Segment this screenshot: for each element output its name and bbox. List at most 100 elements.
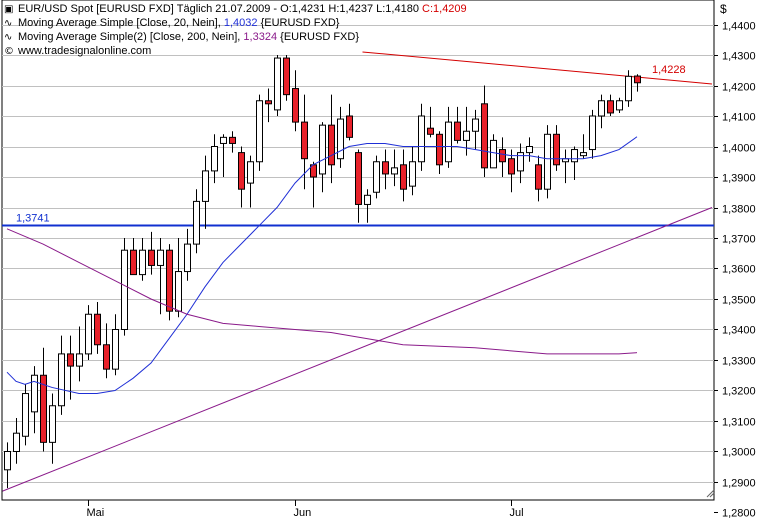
support-trend-line [2, 207, 713, 492]
x-tick-label: Jul [510, 507, 524, 519]
website-label: www.tradesignalonline.com [18, 45, 152, 57]
candle-up [85, 313, 92, 355]
candle-up [472, 118, 479, 132]
candle-up [625, 75, 632, 102]
candle-down [607, 100, 614, 114]
candle-up [256, 100, 263, 163]
candle-down [292, 88, 299, 123]
candle-down [67, 353, 74, 367]
candle-up [337, 118, 344, 160]
candle-down [301, 121, 308, 160]
legend-line-symbol: ▣ EUR/USD Spot [EURUSD FXD] Täglich 21.07… [4, 3, 467, 15]
ma200-ticker: {EURUSD FXD} [280, 31, 359, 43]
y-tick-label: 1,3400 [722, 325, 756, 337]
candle-up [193, 200, 200, 245]
candle-up [391, 167, 398, 175]
legend-period: Täglich [176, 3, 213, 15]
indicator-icon: ∿ [4, 32, 13, 43]
currency-label: $ [720, 2, 727, 16]
candles [4, 55, 641, 489]
candle-down [481, 103, 488, 169]
candle-up [58, 353, 65, 407]
candle-up [544, 133, 551, 190]
y-tick-label: 1,3900 [722, 173, 756, 185]
resize-grip-icon [706, 489, 715, 498]
y-tick-label: 1,3300 [722, 356, 756, 368]
candle-up [76, 353, 83, 367]
candle-up [373, 161, 380, 193]
ma200-label: Moving Average Simple(2) [Close, 200, Ne… [18, 31, 238, 43]
candle-down [328, 124, 335, 166]
overlay-labels: 1,3741 1,4228 [16, 64, 715, 498]
candle-up [202, 170, 209, 202]
ma200-line [6, 228, 638, 355]
candle-up [49, 405, 56, 443]
candle-down [283, 57, 290, 96]
y-tick-label: 1,4300 [722, 51, 756, 63]
legend-close: C:1,4209 [422, 3, 467, 15]
candle-down [553, 133, 560, 166]
candle-up [4, 451, 11, 471]
candle-down [130, 249, 137, 276]
candle-up [571, 149, 578, 163]
time-axis: Mai Jun Jul [87, 500, 524, 519]
x-tick-label: Mai [87, 507, 105, 519]
legend-line-copyright: © www.tradesignalonline.com [4, 45, 151, 58]
y-tick-label: 1,3500 [722, 295, 756, 307]
candle-down [634, 75, 641, 84]
candle-up [22, 393, 29, 437]
ma20-label: Moving Average Simple [Close, 20, Nein] [18, 17, 218, 29]
candle-up [409, 161, 416, 187]
y-tick-label: 1,3800 [722, 204, 756, 216]
y-tick-label: 1,3100 [722, 417, 756, 429]
candle-up [580, 152, 587, 157]
candle-up [463, 130, 470, 141]
y-tick-label: 1,3700 [722, 234, 756, 246]
last-price-label: 1,4228 [652, 64, 686, 76]
candle-down [400, 164, 407, 190]
trend-lines [2, 51, 714, 492]
ma20-line [6, 136, 638, 395]
candle-up [184, 243, 191, 273]
candle-up [157, 249, 164, 266]
price-axis: 1,2800 1,2900 1,3000 1,3100 1,3200 1,3300 1,34… [714, 2, 756, 520]
candle-up [220, 136, 227, 144]
y-tick-label: 1,3600 [722, 264, 756, 276]
candle-up [139, 249, 146, 276]
legend-date: 21.07.2009 [215, 3, 271, 15]
candle-down [382, 161, 389, 175]
ma20-ticker: {EURUSD FXD} [260, 17, 340, 29]
candle-up [616, 100, 623, 111]
y-tick-label: 1,3200 [722, 386, 756, 398]
candle-up [274, 57, 281, 111]
y-tick-label: 1,2900 [722, 478, 756, 490]
legend-ohl: O:1,4231 H:1,4237 L:1,4180 [280, 3, 419, 15]
candle-up [589, 115, 596, 151]
indicator-icon: ∿ [4, 18, 13, 29]
candle-up [598, 100, 605, 117]
candle-down [535, 164, 542, 190]
y-tick-label: 1,4200 [722, 82, 756, 94]
candle-down [166, 249, 173, 312]
candle-down [346, 115, 353, 138]
candle-down [508, 158, 515, 175]
plot-border [1, 0, 715, 501]
moving-averages [6, 136, 638, 395]
candle-up [121, 249, 128, 330]
y-tick-label: 1,4400 [722, 21, 756, 33]
horizontal-line-label: 1,3741 [16, 213, 50, 225]
candle-down [229, 136, 236, 144]
candle-up [364, 194, 371, 205]
candle-up [445, 121, 452, 163]
candle-down [238, 152, 245, 190]
candle-up [526, 146, 533, 154]
candle-down [427, 127, 434, 135]
candle-down [94, 313, 101, 346]
y-tick-label: 1,2800 [722, 508, 756, 520]
candle-down [148, 249, 155, 266]
chart-icon: ▣ [4, 4, 14, 15]
grid [1, 0, 715, 501]
y-tick-label: 1,3000 [722, 447, 756, 459]
ma200-value: 1,3324 [243, 31, 278, 43]
